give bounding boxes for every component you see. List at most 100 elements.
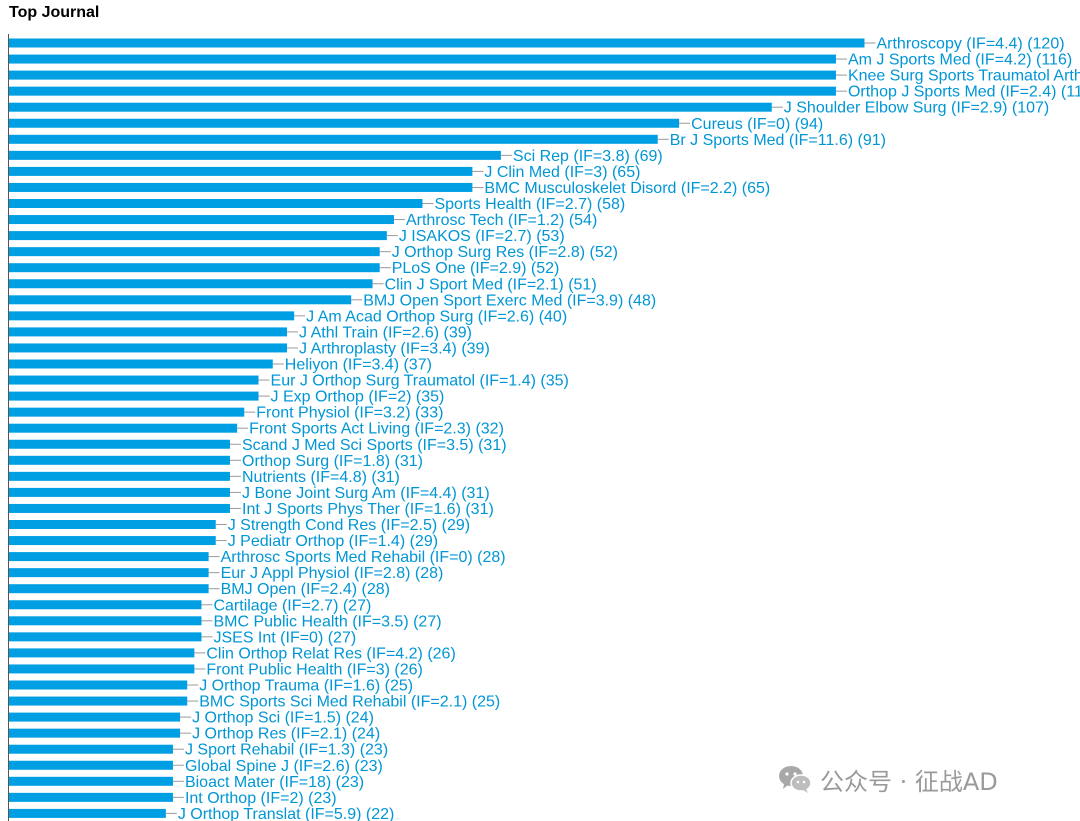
- bar: [9, 166, 473, 176]
- bar-label: J Orthop Surg Res (IF=2.8) (52): [392, 244, 618, 261]
- bar-label: Int J Sports Phys Ther (IF=1.6) (31): [242, 501, 494, 518]
- bar-label: Orthop Surg (IF=1.8) (31): [242, 453, 423, 470]
- bars-group: Arthroscopy (IF=4.4) (120)Am J Sports Me…: [9, 36, 1080, 821]
- bar: [9, 728, 181, 738]
- bar-label: J Bone Joint Surg Am (IF=4.4) (31): [242, 485, 490, 502]
- bar-label: JSES Int (IF=0) (27): [213, 629, 356, 646]
- bar: [9, 279, 373, 289]
- bar-label: J Exp Orthop (IF=2) (35): [271, 389, 445, 406]
- bar-label: Sports Health (IF=2.7) (58): [434, 196, 625, 213]
- bar-label: J Sport Rehabil (IF=1.3) (23): [185, 742, 388, 759]
- bar: [9, 584, 209, 594]
- bar-label: Front Physiol (IF=3.2) (33): [256, 405, 443, 422]
- bar-label: Scand J Med Sci Sports (IF=3.5) (31): [242, 437, 507, 454]
- bar-label: BMC Musculoskelet Disord (IF=2.2) (65): [484, 180, 770, 197]
- bar: [9, 792, 173, 802]
- watermark-text: 公众号 · 征战AD: [820, 767, 998, 796]
- bar: [9, 503, 230, 513]
- bar-label: BMC Sports Sci Med Rehabil (IF=2.1) (25): [199, 694, 500, 711]
- bar-label: J Athl Train (IF=2.6) (39): [299, 324, 472, 341]
- bar: [9, 712, 181, 722]
- bar: [9, 391, 259, 401]
- bar-label: BMJ Open (IF=2.4) (28): [221, 581, 390, 598]
- bar: [9, 263, 380, 273]
- bar: [9, 215, 394, 225]
- bar: [9, 118, 680, 128]
- bar-label: Int Orthop (IF=2) (23): [185, 790, 337, 807]
- bar: [9, 664, 195, 674]
- bar: [9, 182, 473, 192]
- bar: [9, 423, 238, 433]
- bar: [9, 744, 173, 754]
- bar: [9, 247, 380, 257]
- bar: [9, 696, 188, 706]
- bar-label: Bioact Mater (IF=18) (23): [185, 774, 364, 791]
- bar: [9, 487, 230, 497]
- bar-label: Eur J Appl Physiol (IF=2.8) (28): [221, 565, 444, 582]
- bar: [9, 343, 288, 353]
- bar-label: J Orthop Trauma (IF=1.6) (25): [199, 678, 413, 695]
- bar: [9, 600, 202, 610]
- bar: [9, 150, 501, 160]
- bar-label: Cureus (IF=0) (94): [691, 116, 823, 133]
- bar-label: PLoS One (IF=2.9) (52): [392, 260, 560, 277]
- bar-label: Knee Surg Sports Traumatol Arthrosc: [848, 68, 1080, 85]
- bar: [9, 552, 209, 562]
- bar-label: J Arthroplasty (IF=3.4) (39): [299, 340, 490, 357]
- bar-label: J Orthop Res (IF=2.1) (24): [192, 726, 380, 743]
- bar-label: Br J Sports Med (IF=11.6) (91): [670, 132, 886, 149]
- bar: [9, 134, 658, 144]
- bar: [9, 648, 195, 658]
- bar-label: Arthroscopy (IF=4.4) (120): [876, 36, 1064, 53]
- bar-label: Sci Rep (IF=3.8) (69): [513, 148, 663, 165]
- chart-title: Top Journal: [9, 4, 100, 21]
- bar-label: Orthop J Sports Med (IF=2.4) (116): [848, 84, 1080, 101]
- bar-label: J Shoulder Elbow Surg (IF=2.9) (107): [784, 100, 1049, 117]
- wechat-icon: [779, 766, 812, 793]
- bar: [9, 760, 173, 770]
- watermark: 公众号 · 征战AD: [778, 761, 998, 797]
- bar-label: Am J Sports Med (IF=4.2) (116): [848, 52, 1072, 69]
- bar: [9, 439, 230, 449]
- bar-label: BMC Public Health (IF=3.5) (27): [213, 613, 441, 630]
- bar: [9, 311, 295, 321]
- bar: [9, 407, 245, 417]
- bar-label: J Pediatr Orthop (IF=1.4) (29): [228, 533, 438, 550]
- bar-label: J Orthop Sci (IF=1.5) (24): [192, 710, 374, 727]
- bar-label: Clin Orthop Relat Res (IF=4.2) (26): [206, 645, 455, 662]
- bar: [9, 471, 230, 481]
- bar: [9, 568, 209, 578]
- bar-label: BMJ Open Sport Exerc Med (IF=3.9) (48): [363, 292, 656, 309]
- bar-label: J Orthop Translat (IF=5.9) (22): [178, 806, 395, 821]
- bar: [9, 199, 423, 208]
- bar: [9, 520, 216, 529]
- bar-label: J Clin Med (IF=3) (65): [484, 164, 640, 181]
- bar-label: Arthrosc Tech (IF=1.2) (54): [406, 212, 597, 229]
- bar: [9, 54, 836, 64]
- bar-label: Arthrosc Sports Med Rehabil (IF=0) (28): [221, 549, 506, 566]
- bar: [9, 295, 352, 305]
- bar: [9, 632, 202, 642]
- bar: [9, 102, 772, 112]
- bar-label: Global Spine J (IF=2.6) (23): [185, 758, 383, 775]
- bar-label: Front Public Health (IF=3) (26): [206, 661, 423, 678]
- bar: [9, 359, 273, 369]
- bar: [9, 70, 836, 80]
- bar: [9, 231, 387, 241]
- bar-label: J Strength Cond Res (IF=2.5) (29): [228, 517, 470, 534]
- bar: [9, 808, 166, 818]
- bar-label: Front Sports Act Living (IF=2.3) (32): [249, 421, 504, 438]
- bar: [9, 327, 288, 337]
- bar-label: J Am Acad Orthop Surg (IF=2.6) (40): [306, 308, 567, 325]
- bar: [9, 455, 230, 465]
- bar: [9, 86, 836, 96]
- bar: [9, 680, 188, 690]
- bar-label: Heliyon (IF=3.4) (37): [285, 357, 432, 374]
- bar-label: Nutrients (IF=4.8) (31): [242, 469, 400, 486]
- bar-label: Cartilage (IF=2.7) (27): [213, 597, 371, 614]
- bar-label: Eur J Orthop Surg Traumatol (IF=1.4) (35…: [271, 373, 569, 390]
- bar: [9, 536, 216, 546]
- bar: [9, 38, 865, 48]
- bar: [9, 776, 173, 786]
